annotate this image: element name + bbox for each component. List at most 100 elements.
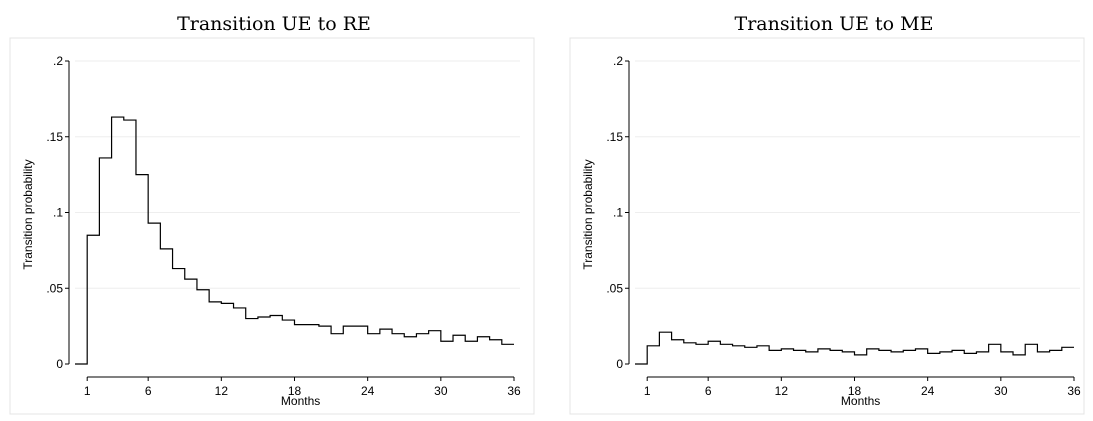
data-point bbox=[1049, 350, 1051, 352]
data-point bbox=[1073, 347, 1075, 349]
x-tick-label: 1 bbox=[84, 384, 91, 398]
y-tick-label: .15 bbox=[606, 130, 623, 144]
data-point bbox=[221, 303, 223, 305]
data-point bbox=[1024, 344, 1026, 346]
x-tick-label: 12 bbox=[775, 384, 789, 398]
chart-title: Transition UE to ME bbox=[734, 13, 934, 35]
data-point bbox=[732, 345, 734, 347]
data-point bbox=[707, 340, 709, 342]
data-point bbox=[233, 307, 235, 309]
data-point bbox=[464, 340, 466, 342]
data-point bbox=[646, 345, 648, 347]
x-tick-label: 12 bbox=[215, 384, 229, 398]
data-point bbox=[440, 340, 442, 342]
data-point bbox=[768, 350, 770, 352]
x-axis-label: Months bbox=[281, 394, 320, 408]
data-point bbox=[890, 351, 892, 353]
chart-svg: 0 .05 .1 .15 .2 1 6 12 18 24 30 36 Months Transition … bbox=[569, 37, 1085, 415]
data-point bbox=[915, 348, 917, 350]
data-point bbox=[208, 301, 210, 303]
data-point bbox=[452, 334, 454, 336]
data-point bbox=[976, 351, 978, 353]
x-tick-label: 30 bbox=[434, 384, 448, 398]
y-tick-label: 0 bbox=[616, 357, 623, 371]
x-tick-label: 30 bbox=[994, 384, 1008, 398]
y-tick-label: 0 bbox=[56, 357, 63, 371]
data-point bbox=[1037, 351, 1039, 353]
y-tick-label: .1 bbox=[53, 206, 63, 220]
chart-svg: 0 .05 .1 .15 .2 1 6 12 18 24 30 36 Months Transition … bbox=[9, 37, 535, 415]
data-point bbox=[781, 348, 783, 350]
data-point bbox=[294, 324, 296, 326]
x-tick-label: 36 bbox=[1067, 384, 1081, 398]
data-point bbox=[1012, 354, 1014, 356]
data-point bbox=[1000, 351, 1002, 353]
data-point bbox=[477, 336, 479, 338]
data-point bbox=[988, 344, 990, 346]
series-step-line bbox=[75, 116, 514, 365]
data-point bbox=[306, 324, 308, 326]
x-tick-label: 6 bbox=[705, 384, 712, 398]
data-point bbox=[501, 344, 503, 346]
data-point bbox=[842, 351, 844, 353]
y-tick-label: .1 bbox=[613, 206, 623, 220]
data-point bbox=[489, 339, 491, 341]
y-tick-label: .15 bbox=[46, 130, 63, 144]
x-tick-label: 36 bbox=[507, 384, 521, 398]
x-tick-label: 24 bbox=[921, 384, 935, 398]
series-step-line bbox=[635, 331, 1074, 365]
data-point bbox=[330, 333, 332, 335]
y-tick-label: .2 bbox=[613, 54, 623, 68]
data-point bbox=[269, 315, 271, 317]
data-point bbox=[1061, 347, 1063, 349]
data-point bbox=[805, 351, 807, 353]
data-point bbox=[257, 316, 259, 318]
data-point bbox=[659, 331, 661, 333]
data-point bbox=[379, 328, 381, 330]
data-point bbox=[829, 350, 831, 352]
data-point bbox=[671, 339, 673, 341]
y-axis-label: Transition probability bbox=[21, 159, 35, 269]
y-axis-label: Transition probability bbox=[581, 159, 595, 269]
data-point bbox=[878, 350, 880, 352]
data-point bbox=[196, 289, 198, 291]
data-point bbox=[866, 348, 868, 350]
x-tick-label: 18 bbox=[848, 384, 862, 398]
data-point bbox=[160, 248, 162, 250]
data-point bbox=[147, 222, 149, 224]
data-point bbox=[927, 353, 929, 355]
data-point bbox=[318, 325, 320, 327]
data-point bbox=[683, 342, 685, 344]
chart-panel-left: Transition UE to RE 0 .05 .1 .15 .2 1 6 12 18 24 3… bbox=[4, 0, 544, 421]
chart-title: Transition UE to RE bbox=[177, 13, 371, 35]
plot-frame bbox=[9, 37, 535, 415]
plot-frame bbox=[569, 37, 1085, 415]
data-point bbox=[403, 336, 405, 338]
data-point bbox=[963, 353, 965, 355]
chart-panel-right: Transition UE to ME 0 .05 .1 .15 .2 1 6 12 18 24 3… bbox=[564, 0, 1093, 421]
data-point bbox=[86, 234, 88, 236]
data-point bbox=[99, 157, 101, 159]
data-point bbox=[245, 318, 247, 320]
data-point bbox=[793, 350, 795, 352]
x-tick-label: 24 bbox=[361, 384, 375, 398]
data-point bbox=[902, 350, 904, 352]
data-point bbox=[744, 347, 746, 349]
data-point bbox=[428, 330, 430, 332]
y-tick-label: .05 bbox=[46, 281, 63, 295]
data-point bbox=[282, 319, 284, 321]
x-tick-label: 1 bbox=[644, 384, 651, 398]
data-point bbox=[854, 354, 856, 356]
data-point bbox=[939, 351, 941, 353]
data-point bbox=[367, 333, 369, 335]
data-point bbox=[756, 345, 758, 347]
data-point bbox=[184, 278, 186, 280]
data-point bbox=[111, 116, 113, 118]
data-point bbox=[951, 350, 953, 352]
data-point bbox=[123, 119, 125, 121]
data-point bbox=[720, 344, 722, 346]
data-point bbox=[817, 348, 819, 350]
data-point bbox=[416, 333, 418, 335]
data-point bbox=[355, 325, 357, 327]
x-tick-label: 18 bbox=[288, 384, 302, 398]
